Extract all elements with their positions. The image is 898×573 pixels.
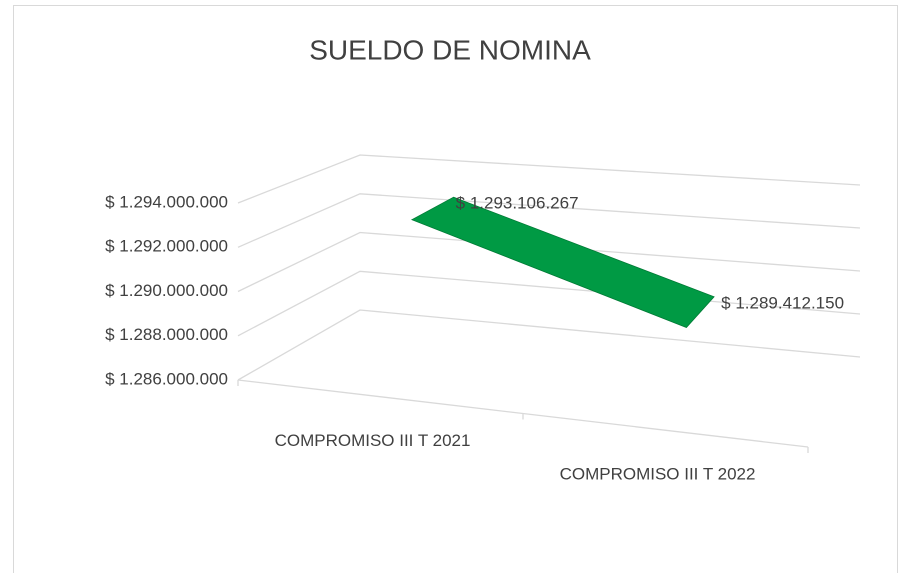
y-tick-label: $ 1.288.000.000 <box>105 325 228 344</box>
y-tick-label: $ 1.294.000.000 <box>105 192 228 211</box>
y-tick-label: $ 1.286.000.000 <box>105 369 228 388</box>
x-tick-label: COMPROMISO III T 2021 <box>275 431 471 450</box>
x-tick-label: COMPROMISO III T 2022 <box>560 465 756 484</box>
data-label: $ 1.293.106.267 <box>456 194 579 213</box>
grid-line <box>237 309 861 381</box>
grid-line <box>237 193 861 248</box>
y-tick-label: $ 1.290.000.000 <box>105 281 228 300</box>
chart-border <box>13 5 898 573</box>
grid-line <box>237 231 861 293</box>
grid-line <box>237 154 861 204</box>
y-tick-label: $ 1.292.000.000 <box>105 237 228 256</box>
data-label: $ 1.289.412.150 <box>721 293 844 312</box>
ribbon <box>410 196 715 328</box>
chart-title: SUELDO DE NOMINA <box>309 34 591 65</box>
